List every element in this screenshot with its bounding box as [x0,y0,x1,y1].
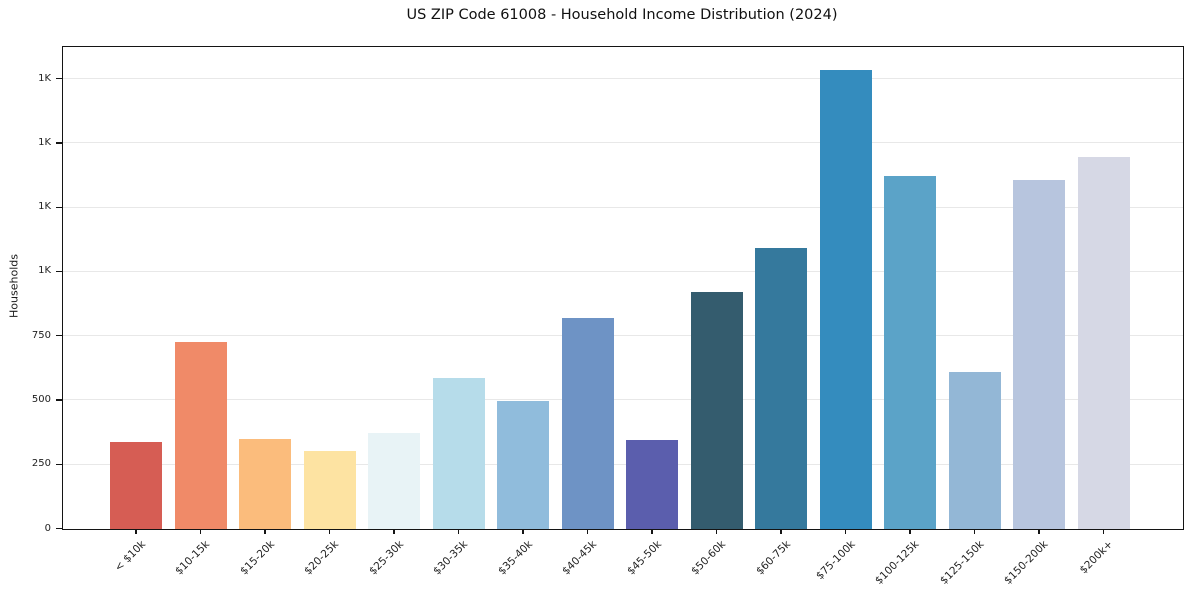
x-tick-mark [715,528,718,534]
bar-50-60k [690,292,743,529]
x-tick-mark [457,528,460,534]
x-tick-mark [135,528,137,534]
x-tick-label: $60-75k [753,537,793,577]
y-tick-mark [55,206,62,208]
bar-25-30k [368,433,420,529]
x-tick-label: $150-200k [1002,537,1051,587]
x-tick-mark [393,528,395,534]
x-tick-mark [1038,528,1040,534]
y-tick-label: 1K [38,136,51,148]
x-tick-mark [909,528,911,534]
bar-60-75k [755,248,807,529]
x-tick-mark [780,528,782,534]
bar-35-40k [497,401,549,529]
x-tick-label: $25-30k [366,537,406,577]
x-tick-label: $200k+ [1077,537,1116,576]
x-tick-label: $40-45k [560,537,600,577]
y-tick-mark [55,270,62,273]
x-tick-mark [522,528,524,534]
x-tick-mark [973,528,976,534]
x-tick-mark [1102,528,1105,534]
chart-title: US ZIP Code 61008 - Household Income Dis… [406,7,838,23]
x-tick-mark [199,528,202,534]
x-tick-mark [651,528,653,534]
y-axis-label: Households [7,254,21,318]
x-tick-label: $35-40k [495,537,535,577]
plot-area: 0 250 500 750 1K 1K 1K 1K < $10k $10-15k $15-20k $2… [32,45,1184,586]
y-tick-label: 750 [31,329,51,341]
bar-150-200k [1013,180,1065,529]
x-tick-label: $30-35k [431,537,471,577]
bar-20-25k [303,451,356,529]
x-tick-label: $45-50k [624,537,664,577]
x-tick-label: $125-150k [937,537,987,587]
bar-10k [110,442,162,529]
bar-75-100k [819,69,872,529]
gridline [63,206,1183,208]
x-tick-mark [586,528,589,534]
bar-30-35k [432,378,485,529]
y-tick-label: 0 [44,522,51,534]
gridline [63,78,1183,80]
x-tick-label: $50-60k [689,537,729,577]
x-tick-label: $10-15k [173,537,213,577]
bar-45-50k [626,439,678,529]
bar-100-125k [884,176,936,529]
y-tick-label: 1K [38,201,51,213]
gridline [63,335,1183,337]
x-tick-mark [264,528,266,534]
bar-40-45k [561,317,614,529]
gridline [63,142,1183,144]
x-tick-mark [844,528,847,534]
gridline [63,270,1183,272]
y-tick-mark [55,463,62,465]
bar-10-15k [174,342,227,529]
y-tick-label: 500 [31,393,51,405]
y-tick-mark [55,142,62,144]
bar-15-20k [239,438,291,529]
x-tick-label: $75-100k [813,537,858,582]
x-tick-label: $100-125k [873,537,922,587]
y-tick-label: 250 [31,458,51,470]
x-tick-label: $20-25k [302,537,342,577]
gridline [63,399,1183,401]
y-tick-label: 1K [38,72,51,84]
y-tick-mark [55,77,62,80]
y-tick-mark [55,399,62,401]
y-tick-mark [55,335,62,337]
x-tick-mark [328,528,331,534]
x-tick-label: $15-20k [237,537,277,577]
x-tick-label: < $10k [112,537,148,574]
y-tick-mark [55,527,62,530]
gridline [63,463,1183,465]
bar-200k [1077,157,1130,529]
y-tick-label: 1K [38,265,51,277]
bar-125-150k [948,371,1001,529]
